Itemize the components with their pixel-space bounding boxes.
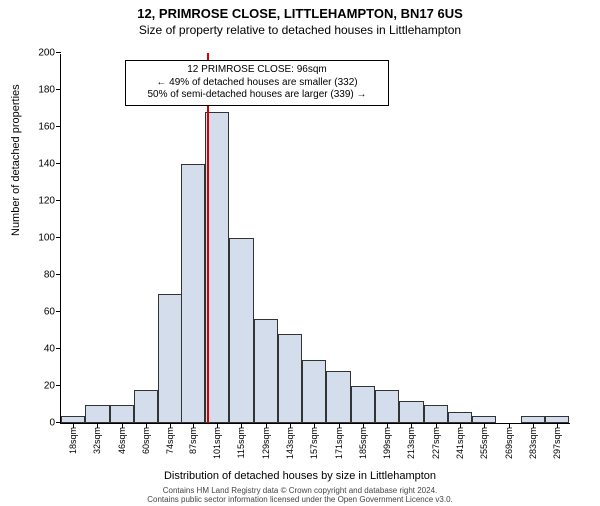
y-tick-label: 140 <box>38 159 61 170</box>
x-tick-label: 199sqm <box>382 423 392 459</box>
y-tick-mark <box>56 237 61 238</box>
page-subtitle: Size of property relative to detached ho… <box>0 23 600 37</box>
y-tick-label: 60 <box>44 307 61 318</box>
x-tick-label: 241sqm <box>455 423 465 459</box>
x-tick-label: 60sqm <box>141 423 151 454</box>
histogram-bar <box>302 360 326 423</box>
annotation-line-3: 50% of semi-detached houses are larger (… <box>132 89 382 102</box>
y-tick-mark <box>56 311 61 312</box>
footer-attribution: Contains HM Land Registry data © Crown c… <box>0 486 600 504</box>
histogram-bar <box>61 416 85 423</box>
y-tick-mark <box>56 348 61 349</box>
x-tick-label: 74sqm <box>165 423 175 454</box>
histogram-bar <box>448 412 472 423</box>
annotation-line-1: 12 PRIMROSE CLOSE: 96sqm <box>132 64 382 77</box>
histogram-bar <box>399 401 423 423</box>
x-tick-label: 129sqm <box>261 423 271 459</box>
histogram-bar <box>254 319 278 423</box>
histogram-bar <box>229 238 253 423</box>
x-tick-label: 101sqm <box>212 423 222 459</box>
page-title: 12, PRIMROSE CLOSE, LITTLEHAMPTON, BN17 … <box>0 6 600 21</box>
x-tick-label: 283sqm <box>528 423 538 459</box>
x-tick-label: 213sqm <box>406 423 416 459</box>
x-tick-label: 115sqm <box>236 423 246 458</box>
histogram-bar <box>134 390 158 423</box>
y-tick-mark <box>56 52 61 53</box>
x-tick-label: 255sqm <box>479 423 489 459</box>
x-tick-label: 157sqm <box>309 423 319 459</box>
y-tick-mark <box>56 126 61 127</box>
y-tick-label: 200 <box>38 48 61 59</box>
histogram-bar <box>181 164 205 423</box>
y-tick-label: 100 <box>38 233 61 244</box>
y-tick-label: 0 <box>49 418 61 429</box>
histogram-bar <box>278 334 302 423</box>
x-tick-label: 32sqm <box>92 423 102 454</box>
marker-line <box>207 53 209 423</box>
histogram-bar <box>375 390 399 423</box>
annotation-box: 12 PRIMROSE CLOSE: 96sqm ← 49% of detach… <box>125 60 389 106</box>
y-tick-mark <box>56 163 61 164</box>
histogram-bar <box>110 405 134 424</box>
y-tick-mark <box>56 200 61 201</box>
y-tick-label: 20 <box>44 381 61 392</box>
x-tick-label: 227sqm <box>431 423 441 459</box>
y-axis-label: Number of detached properties <box>10 84 22 236</box>
x-tick-label: 297sqm <box>552 423 562 459</box>
histogram-bar <box>351 386 375 423</box>
x-axis-label: Distribution of detached houses by size … <box>0 470 600 482</box>
footer-line-1: Contains HM Land Registry data © Crown c… <box>0 486 600 495</box>
y-tick-label: 80 <box>44 270 61 281</box>
x-tick-label: 269sqm <box>504 423 514 459</box>
x-tick-label: 171sqm <box>334 423 344 459</box>
y-tick-mark <box>56 385 61 386</box>
x-tick-label: 143sqm <box>285 423 295 459</box>
histogram-bar <box>424 405 448 424</box>
histogram-bar <box>85 405 109 424</box>
x-tick-label: 185sqm <box>358 423 368 459</box>
footer-line-2: Contains public sector information licen… <box>0 495 600 504</box>
x-tick-label: 18sqm <box>68 423 78 454</box>
y-tick-label: 180 <box>38 85 61 96</box>
y-tick-label: 160 <box>38 122 61 133</box>
histogram-bar <box>545 416 569 423</box>
y-tick-label: 40 <box>44 344 61 355</box>
histogram-bar <box>472 416 496 423</box>
y-tick-mark <box>56 274 61 275</box>
y-tick-mark <box>56 89 61 90</box>
histogram-bar <box>326 371 350 423</box>
histogram-bar <box>158 294 182 424</box>
histogram-chart: 12 PRIMROSE CLOSE: 96sqm ← 49% of detach… <box>60 54 570 424</box>
x-tick-label: 46sqm <box>117 423 127 454</box>
annotation-line-2: ← 49% of detached houses are smaller (33… <box>132 77 382 90</box>
y-tick-label: 120 <box>38 196 61 207</box>
x-tick-label: 87sqm <box>188 423 198 454</box>
histogram-bar <box>521 416 545 423</box>
